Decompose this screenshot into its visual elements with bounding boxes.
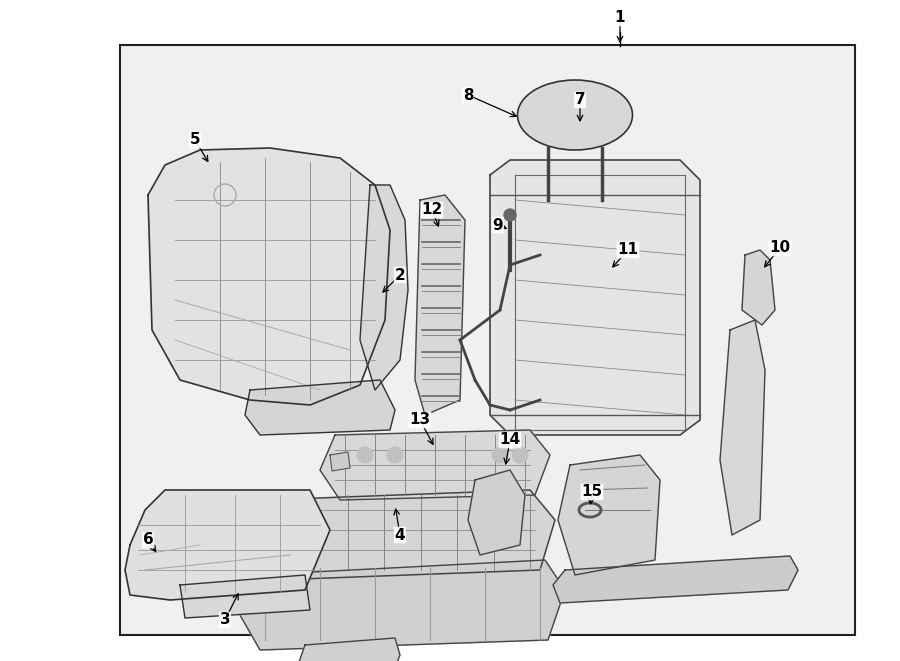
Ellipse shape bbox=[518, 80, 633, 150]
Text: 7: 7 bbox=[575, 93, 585, 108]
Text: 2: 2 bbox=[394, 268, 405, 282]
Polygon shape bbox=[245, 380, 395, 435]
Polygon shape bbox=[148, 148, 390, 405]
Text: 9: 9 bbox=[492, 217, 503, 233]
Text: 1: 1 bbox=[615, 11, 626, 26]
Circle shape bbox=[387, 447, 403, 463]
Circle shape bbox=[357, 447, 373, 463]
Text: 15: 15 bbox=[581, 485, 603, 500]
Text: 3: 3 bbox=[220, 613, 230, 627]
Polygon shape bbox=[330, 452, 350, 471]
Polygon shape bbox=[720, 320, 765, 535]
Text: 5: 5 bbox=[190, 132, 201, 147]
Circle shape bbox=[512, 447, 528, 463]
Polygon shape bbox=[742, 250, 775, 325]
Text: 14: 14 bbox=[500, 432, 520, 447]
Polygon shape bbox=[250, 490, 555, 580]
Text: 12: 12 bbox=[421, 202, 443, 217]
Polygon shape bbox=[468, 470, 525, 555]
Text: 8: 8 bbox=[463, 87, 473, 102]
Text: 6: 6 bbox=[142, 533, 153, 547]
Circle shape bbox=[504, 209, 516, 221]
Polygon shape bbox=[320, 430, 550, 500]
Polygon shape bbox=[298, 638, 400, 661]
Text: 4: 4 bbox=[395, 527, 405, 543]
Bar bbox=[120, 45, 855, 635]
Polygon shape bbox=[180, 575, 310, 618]
Polygon shape bbox=[558, 455, 660, 575]
Polygon shape bbox=[240, 560, 565, 650]
Text: 11: 11 bbox=[617, 243, 638, 258]
Text: 13: 13 bbox=[410, 412, 430, 428]
Polygon shape bbox=[490, 160, 700, 435]
Circle shape bbox=[492, 447, 508, 463]
Polygon shape bbox=[125, 490, 330, 600]
Polygon shape bbox=[360, 185, 408, 390]
Polygon shape bbox=[415, 195, 465, 415]
Text: 10: 10 bbox=[770, 241, 790, 256]
Polygon shape bbox=[553, 556, 798, 603]
